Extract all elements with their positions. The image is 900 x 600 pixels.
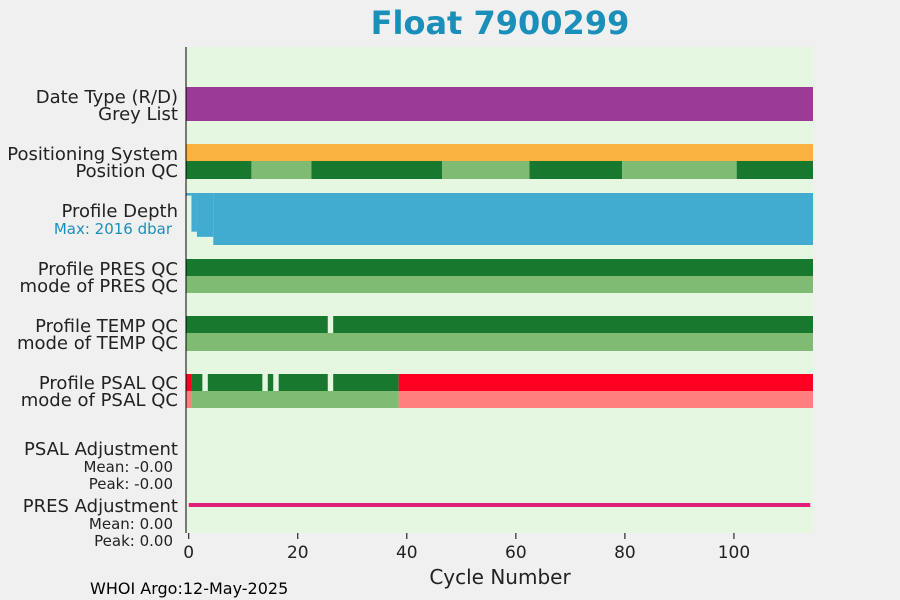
- band-pres-mode-segment: [186, 276, 813, 293]
- band-position-qc-segment: [622, 161, 737, 179]
- profile-depth-bar: [191, 193, 197, 232]
- band-position-qc-segment: [736, 161, 813, 179]
- chart-title: Float 7900299: [371, 4, 630, 42]
- profile-depth-bar: [186, 193, 192, 196]
- label-pres-adjustment: PRES Adjustment: [23, 496, 178, 517]
- x-tick-label: 40: [396, 543, 418, 563]
- label-psal-peak: Peak: -0.00: [89, 475, 173, 493]
- label-pres-peak: Peak: 0.00: [94, 532, 173, 550]
- band-psal-qc-segment: [207, 374, 263, 391]
- x-tick-label: 0: [183, 543, 194, 563]
- band-position-qc-segment: [442, 161, 530, 179]
- band-psal-qc-segment: [267, 374, 274, 391]
- label-temp-mode: mode of TEMP QC: [17, 333, 178, 354]
- band-position-qc-segment: [186, 161, 252, 179]
- band-temp-qc-segment: [186, 316, 328, 333]
- band-date-type-segment: [186, 87, 813, 121]
- band-position-qc-segment: [311, 161, 443, 179]
- band-psal-mode-segment: [191, 391, 399, 408]
- x-tick-label: 80: [614, 543, 636, 563]
- band-position-qc-segment: [529, 161, 623, 179]
- profile-depth-layer: [186, 193, 813, 245]
- band-temp-mode-segment: [186, 333, 813, 351]
- row-labels: Date Type (R/D) Grey List Positioning Sy…: [7, 87, 178, 550]
- band-psal-qc-segment: [191, 374, 203, 391]
- x-tick-label: 20: [287, 543, 309, 563]
- label-pres-qc: Profile PRES QC: [38, 259, 178, 280]
- band-temp-qc-segment: [333, 316, 813, 333]
- band-psal-qc-segment: [186, 374, 192, 391]
- label-pres-mean: Mean: 0.00: [89, 515, 173, 533]
- band-psal-qc-segment: [398, 374, 813, 391]
- band-psal-mode-segment: [398, 391, 813, 408]
- label-max-depth: Max: 2016 dbar: [54, 220, 173, 238]
- x-tick-label: 100: [718, 543, 750, 563]
- label-psal-mean: Mean: -0.00: [83, 458, 173, 476]
- band-pres-qc-segment: [186, 259, 813, 276]
- profile-depth-bar: [196, 193, 214, 237]
- label-positioning-system: Positioning System: [7, 144, 178, 165]
- label-pres-mode: mode of PRES QC: [20, 276, 178, 297]
- x-axis-label: Cycle Number: [429, 565, 571, 589]
- label-position-qc: Position QC: [75, 161, 178, 182]
- bands-layer: [186, 87, 813, 408]
- footer-credit: WHOI Argo:12-May-2025: [90, 579, 288, 598]
- band-psal-mode-segment: [186, 391, 192, 408]
- band-psal-qc-segment: [278, 374, 328, 391]
- band-positioning-system-segment: [186, 144, 813, 161]
- label-profile-depth: Profile Depth: [61, 201, 178, 222]
- band-position-qc-segment: [251, 161, 312, 179]
- label-psal-mode: mode of PSAL QC: [21, 390, 178, 411]
- label-grey-list: Grey List: [98, 104, 178, 125]
- label-date-type: Date Type (R/D): [36, 87, 178, 108]
- x-tick-label: 60: [505, 543, 527, 563]
- label-temp-qc: Profile TEMP QC: [35, 316, 178, 337]
- band-psal-qc-segment: [333, 374, 399, 391]
- profile-depth-bar: [213, 193, 813, 245]
- label-psal-qc: Profile PSAL QC: [39, 373, 178, 394]
- x-axis-ticks: 0 20 40 60 80 100: [183, 533, 750, 563]
- label-psal-adjustment: PSAL Adjustment: [24, 439, 178, 460]
